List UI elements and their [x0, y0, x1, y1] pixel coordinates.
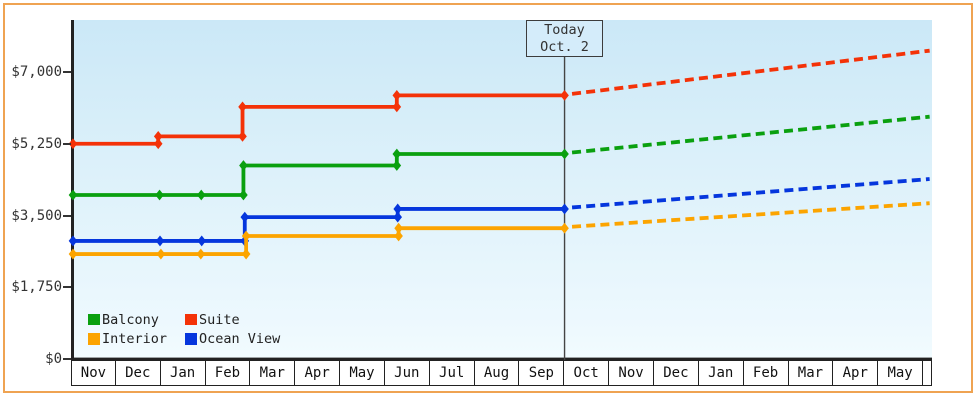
- legend-label: Interior: [102, 331, 168, 347]
- data-point-marker: [68, 235, 78, 247]
- month-cell-mar-4: Mar: [250, 360, 296, 386]
- y-tick-mark: [63, 142, 71, 145]
- y-tick-mark: [63, 214, 71, 217]
- month-cell-aug-9: Aug: [474, 360, 520, 386]
- legend-label: Balcony: [102, 311, 159, 328]
- series-projection-ocean-view: [571, 177, 930, 210]
- data-point-marker: [68, 138, 78, 150]
- data-point-marker: [153, 130, 163, 142]
- month-cell-jan-14: Jan: [698, 360, 744, 386]
- month-cell-feb-3: Feb: [205, 360, 251, 386]
- data-point-marker: [68, 189, 78, 201]
- month-cell-sep-10: Sep: [519, 360, 565, 386]
- data-point-marker: [392, 148, 402, 160]
- legend-label: Ocean View: [199, 331, 281, 347]
- legend-swatch-icon: [88, 313, 100, 326]
- legend-item-ocean-view: Ocean View: [185, 331, 281, 347]
- series-line-balcony: [73, 152, 565, 197]
- data-point-marker: [153, 138, 163, 150]
- month-cell-nov-0: Nov: [71, 360, 116, 386]
- month-cell-partial: [923, 360, 932, 386]
- month-cell-mar-16: Mar: [788, 360, 834, 386]
- month-cell-nov-12: Nov: [609, 360, 654, 386]
- data-point-marker: [392, 101, 402, 113]
- data-point-marker: [560, 148, 569, 160]
- y-tick-label: $5,250: [11, 135, 62, 152]
- series-projection-suite: [571, 48, 930, 96]
- data-point-marker: [392, 89, 402, 101]
- month-cell-jul-8: Jul: [429, 360, 475, 386]
- data-point-marker: [560, 203, 569, 215]
- data-point-marker: [196, 189, 206, 201]
- data-point-marker: [238, 101, 247, 113]
- month-cell-may-6: May: [340, 360, 385, 386]
- data-point-marker: [393, 203, 403, 215]
- month-cell-dec-13: Dec: [653, 360, 699, 386]
- month-cell-apr-5: Apr: [295, 360, 341, 386]
- legend-swatch-icon: [88, 333, 100, 345]
- series-projection-interior: [571, 201, 930, 229]
- data-point-marker: [394, 230, 403, 242]
- data-point-marker: [239, 160, 248, 171]
- y-tick-label: $1,750: [11, 279, 62, 296]
- legend: Balcony Suite Interior Ocean View: [88, 312, 280, 347]
- chart-frame: Today Oct. 2 $0 $1,750 $3,500 $5,250 $7,000 …: [3, 3, 973, 393]
- y-tick-mark: [63, 286, 71, 289]
- plot-area: Today Oct. 2: [68, 20, 932, 360]
- legend-item-balcony: Balcony: [88, 311, 185, 328]
- today-label-box: Today Oct. 2: [526, 20, 603, 57]
- month-cell-jan-2: Jan: [160, 360, 206, 386]
- today-label-line2: Oct. 2: [540, 38, 589, 55]
- data-point-marker: [197, 235, 207, 247]
- series-projection-balcony: [571, 114, 930, 155]
- month-cell-may-18: May: [878, 360, 924, 386]
- data-point-marker: [394, 222, 403, 234]
- price-history-plot: [68, 20, 932, 360]
- data-point-marker: [240, 211, 250, 223]
- data-point-marker: [155, 189, 164, 201]
- legend-swatch-icon: [185, 333, 197, 345]
- data-point-marker: [392, 160, 402, 171]
- data-point-marker: [156, 248, 166, 260]
- y-tick-mark: [63, 71, 71, 73]
- data-point-marker: [241, 248, 251, 260]
- series-line-suite: [73, 93, 565, 146]
- y-axis-line: [71, 20, 74, 360]
- data-point-marker: [241, 230, 251, 242]
- month-cell-apr-17: Apr: [833, 360, 879, 386]
- month-cell-dec-1: Dec: [115, 360, 161, 386]
- y-tick-label: $3,500: [11, 207, 62, 224]
- month-axis-row: Nov Dec Jan Feb Mar Apr May Jun Jul Aug Sep Oct Nov D…: [71, 360, 932, 386]
- y-tick-mark: [63, 358, 71, 360]
- y-tick-label: $0: [45, 351, 62, 367]
- x-axis-baseline: [71, 357, 932, 360]
- legend-item-interior: Interior: [88, 331, 185, 347]
- month-cell-feb-15: Feb: [743, 360, 789, 386]
- data-point-marker: [238, 130, 247, 142]
- data-point-marker: [560, 222, 569, 234]
- month-cell-oct-11: Oct: [564, 360, 610, 386]
- data-point-marker: [196, 248, 206, 260]
- legend-item-suite: Suite: [185, 311, 280, 328]
- legend-label: Suite: [199, 311, 240, 328]
- data-point-marker: [560, 89, 569, 101]
- today-label-line1: Today: [544, 22, 585, 38]
- data-point-marker: [155, 235, 165, 247]
- data-point-marker: [239, 189, 248, 201]
- data-point-marker: [393, 211, 403, 223]
- y-tick-label: $7,000: [11, 64, 62, 80]
- data-point-marker: [68, 248, 78, 260]
- month-cell-jun-7: Jun: [384, 360, 430, 386]
- legend-swatch-icon: [185, 313, 197, 326]
